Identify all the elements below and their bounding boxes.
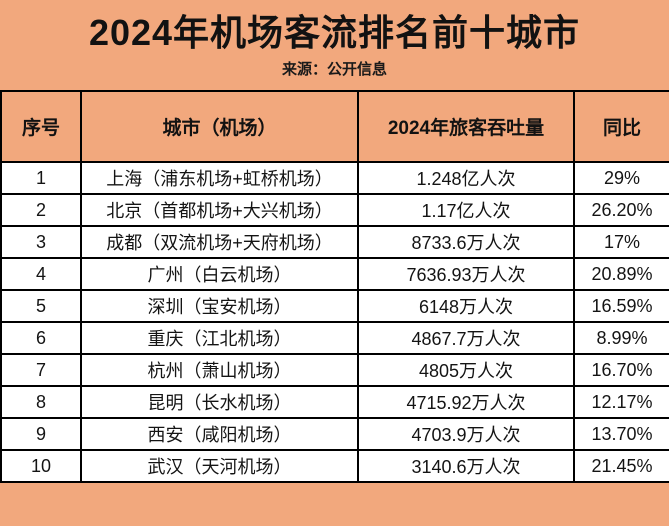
col-header-city: 城市（机场） <box>80 90 359 163</box>
volume-cell: 8733.6万人次 <box>357 225 575 259</box>
table-row: 9 西安（咸阳机场） 4703.9万人次 13.70% <box>0 417 669 451</box>
volume-cell: 6148万人次 <box>357 289 575 323</box>
volume-cell: 4805万人次 <box>357 353 575 387</box>
city-cell: 西安（咸阳机场） <box>80 417 359 451</box>
volume-cell: 4715.92万人次 <box>357 385 575 419</box>
table-row: 2 北京（首都机场+大兴机场） 1.17亿人次 26.20% <box>0 193 669 227</box>
volume-cell: 4703.9万人次 <box>357 417 575 451</box>
table-row: 7 杭州（萧山机场） 4805万人次 16.70% <box>0 353 669 387</box>
table-row: 10 武汉（天河机场） 3140.6万人次 21.45% <box>0 449 669 483</box>
title-area: 2024年机场客流排名前十城市 来源：公开信息 <box>0 0 669 80</box>
volume-cell: 4867.7万人次 <box>357 321 575 355</box>
table-row: 3 成都（双流机场+天府机场） 8733.6万人次 17% <box>0 225 669 259</box>
col-header-volume: 2024年旅客吞吐量 <box>357 90 575 163</box>
volume-cell: 1.17亿人次 <box>357 193 575 227</box>
col-header-yoy: 同比 <box>573 90 669 163</box>
yoy-cell: 20.89% <box>573 257 669 291</box>
city-cell: 武汉（天河机场） <box>80 449 359 483</box>
table-row: 4 广州（白云机场） 7636.93万人次 20.89% <box>0 257 669 291</box>
yoy-cell: 29% <box>573 161 669 195</box>
volume-cell: 1.248亿人次 <box>357 161 575 195</box>
yoy-cell: 26.20% <box>573 193 669 227</box>
yoy-cell: 16.59% <box>573 289 669 323</box>
city-cell: 昆明（长水机场） <box>80 385 359 419</box>
page-title: 2024年机场客流排名前十城市 <box>88 12 581 53</box>
table-row: 6 重庆（江北机场） 4867.7万人次 8.99% <box>0 321 669 355</box>
table-row: 5 深圳（宝安机场） 6148万人次 16.59% <box>0 289 669 323</box>
yoy-cell: 16.70% <box>573 353 669 387</box>
rank-cell: 6 <box>0 321 82 355</box>
yoy-cell: 17% <box>573 225 669 259</box>
yoy-cell: 21.45% <box>573 449 669 483</box>
city-cell: 北京（首都机场+大兴机场） <box>80 193 359 227</box>
city-cell: 杭州（萧山机场） <box>80 353 359 387</box>
table-row: 8 昆明（长水机场） 4715.92万人次 12.17% <box>0 385 669 419</box>
city-cell: 重庆（江北机场） <box>80 321 359 355</box>
yoy-cell: 13.70% <box>573 417 669 451</box>
rank-cell: 10 <box>0 449 82 483</box>
source-note: 来源：公开信息 <box>281 61 387 78</box>
table-row: 1 上海（浦东机场+虹桥机场） 1.248亿人次 29% <box>0 161 669 195</box>
rank-cell: 1 <box>0 161 82 195</box>
volume-cell: 3140.6万人次 <box>357 449 575 483</box>
table-header-row: 序号 城市（机场） 2024年旅客吞吐量 同比 <box>0 90 669 163</box>
yoy-cell: 8.99% <box>573 321 669 355</box>
rank-cell: 5 <box>0 289 82 323</box>
rank-cell: 2 <box>0 193 82 227</box>
city-cell: 上海（浦东机场+虹桥机场） <box>80 161 359 195</box>
city-cell: 深圳（宝安机场） <box>80 289 359 323</box>
rank-cell: 4 <box>0 257 82 291</box>
rank-cell: 8 <box>0 385 82 419</box>
city-cell: 成都（双流机场+天府机场） <box>80 225 359 259</box>
city-cell: 广州（白云机场） <box>80 257 359 291</box>
col-header-rank: 序号 <box>0 90 82 163</box>
yoy-cell: 12.17% <box>573 385 669 419</box>
rank-cell: 9 <box>0 417 82 451</box>
rank-cell: 7 <box>0 353 82 387</box>
airport-ranking-table: 序号 城市（机场） 2024年旅客吞吐量 同比 1 上海（浦东机场+虹桥机场） … <box>0 90 669 483</box>
rank-cell: 3 <box>0 225 82 259</box>
volume-cell: 7636.93万人次 <box>357 257 575 291</box>
